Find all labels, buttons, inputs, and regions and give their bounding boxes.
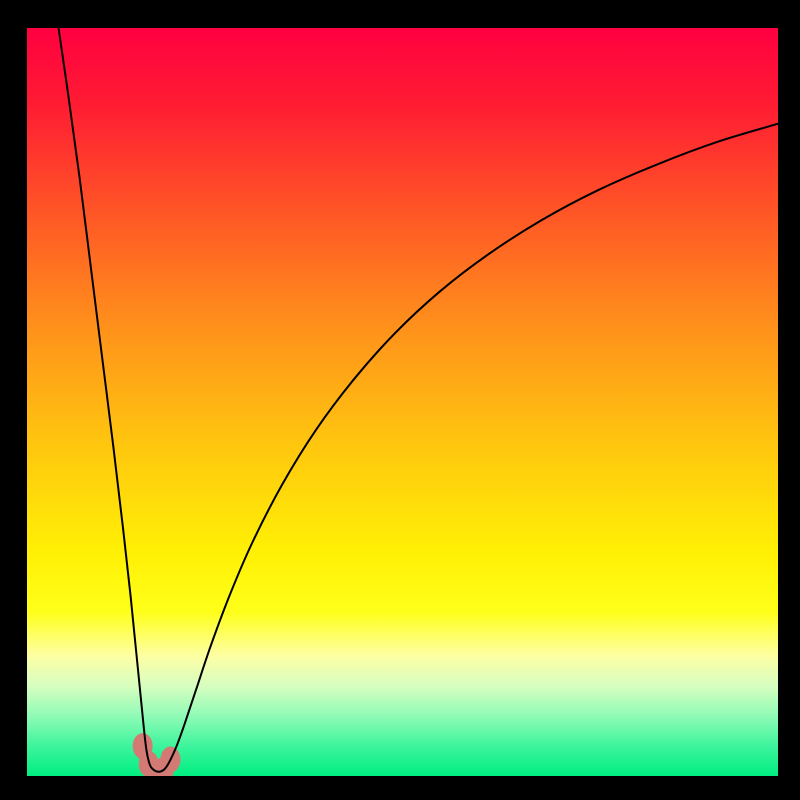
frame-border-top (0, 0, 800, 28)
curve-layer (27, 28, 778, 776)
frame-border-left (0, 0, 27, 800)
frame-border-bottom (0, 776, 800, 800)
figure-container: TheBottleneck.com (0, 0, 800, 800)
frame-border-right (778, 0, 800, 800)
bottleneck-curve (59, 28, 778, 772)
plot-area (27, 28, 778, 776)
